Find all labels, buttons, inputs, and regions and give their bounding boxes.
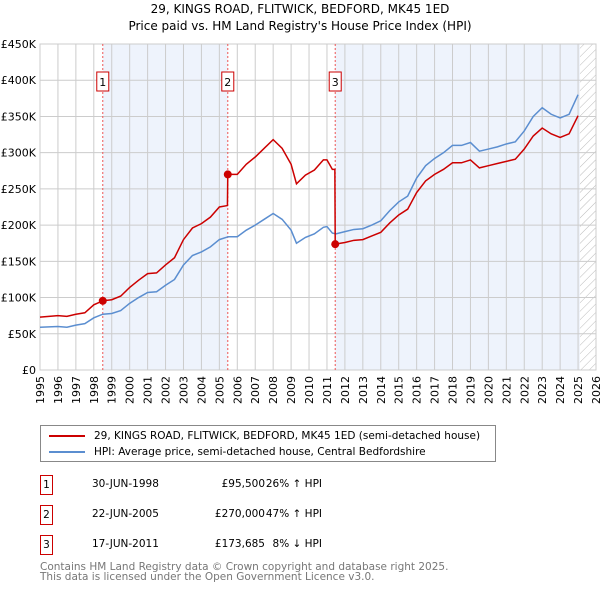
y-tick-label: £250K <box>1 183 37 196</box>
sale-marker-label: 1 <box>99 76 106 89</box>
legend-item-hpi: HPI: Average price, semi-detached house,… <box>49 445 426 459</box>
y-tick-label: £0 <box>22 364 36 377</box>
legend-label: 29, KINGS ROAD, FLITWICK, BEDFORD, MK45 … <box>94 430 481 442</box>
x-tick-label: 1995 <box>34 376 47 404</box>
x-tick-label: 2004 <box>195 376 208 404</box>
x-tick-label: 2023 <box>536 376 549 404</box>
sale-point <box>223 170 232 179</box>
price-chart: 1995 1996 1997 1998 1999 2000 2001 2002 2003 2004… <box>1 38 600 404</box>
sale-point <box>98 296 107 305</box>
x-tick-label: 2016 <box>411 376 424 404</box>
x-tick-label: 1998 <box>88 376 101 404</box>
x-tick-label: 2013 <box>357 376 370 404</box>
sale-hpi-diff: 8% ↓ HPI <box>272 538 322 550</box>
x-tick-label: 2011 <box>321 376 334 404</box>
sale-hpi-diff: 47% ↑ HPI <box>265 508 322 520</box>
sale-number-box: 3 <box>40 535 53 555</box>
sale-marker-label: 2 <box>224 76 231 89</box>
legend-item-property: 29, KINGS ROAD, FLITWICK, BEDFORD, MK45 … <box>49 429 480 443</box>
y-tick-label: £450K <box>1 38 37 51</box>
x-tick-label: 2014 <box>375 376 388 404</box>
x-tick-label: 2000 <box>124 376 137 404</box>
y-tick-label: £350K <box>1 110 37 123</box>
x-tick-label: 2024 <box>554 376 567 404</box>
x-tick-label: 2006 <box>231 376 244 404</box>
footer-line-1: Contains HM Land Registry data © Crown c… <box>40 561 449 573</box>
x-tick-label: 2020 <box>482 376 495 404</box>
forecast-hatch <box>579 44 596 370</box>
x-tick-label: 1997 <box>70 376 83 404</box>
x-tick-label: 2002 <box>160 376 173 404</box>
x-tick-label: 2008 <box>267 376 280 404</box>
y-tick-label: £300K <box>1 147 37 160</box>
x-tick-label: 2007 <box>249 376 262 404</box>
series-line <box>39 115 579 318</box>
x-tick-label: 2017 <box>429 376 442 404</box>
x-tick-label: 1996 <box>52 376 65 404</box>
x-tick-label: 2010 <box>303 376 316 404</box>
x-tick-label: 2001 <box>142 376 155 404</box>
x-tick-label: 2022 <box>518 376 531 404</box>
sale-price: £173,685 <box>214 538 265 550</box>
plot-frame <box>39 43 597 371</box>
sale-marker-label: 3 <box>332 76 339 89</box>
x-tick-label: 2026 <box>590 376 600 404</box>
x-tick-label: 2021 <box>500 376 513 404</box>
y-tick-label: £200K <box>1 219 37 232</box>
sale-date: 17-JUN-2011 <box>92 538 159 550</box>
footer-line-2: This data is licensed under the Open Gov… <box>40 571 375 583</box>
sale-marker-box <box>328 71 342 92</box>
y-tick-label: £150K <box>1 255 37 268</box>
sale-date: 22-JUN-2005 <box>92 508 159 520</box>
x-tick-label: 2015 <box>393 376 406 404</box>
x-tick-label: 2005 <box>213 376 226 404</box>
chart-title: 29, KINGS ROAD, FLITWICK, BEDFORD, MK45 … <box>150 2 450 16</box>
sale-date: 30-JUN-1998 <box>92 478 159 490</box>
sale-number-box: 1 <box>40 475 53 495</box>
x-tick-label: 1999 <box>106 376 119 404</box>
x-tick-label: 2012 <box>339 376 352 404</box>
legend-swatch-red <box>49 435 85 437</box>
y-tick-label: £100K <box>1 292 37 305</box>
y-tick-label: £400K <box>1 74 37 87</box>
x-tick-label: 2019 <box>464 376 477 404</box>
shaded-period <box>335 44 580 370</box>
legend-label: HPI: Average price, semi-detached house,… <box>94 446 426 458</box>
sale-price: £95,500 <box>221 478 265 490</box>
sale-hpi-diff: 26% ↑ HPI <box>265 478 322 490</box>
sale-marker-box <box>221 71 235 92</box>
chart-subtitle: Price paid vs. HM Land Registry's House … <box>128 19 472 33</box>
x-tick-label: 2003 <box>177 376 190 404</box>
legend: 29, KINGS ROAD, FLITWICK, BEDFORD, MK45 … <box>40 425 496 462</box>
sale-price: £270,000 <box>214 508 265 520</box>
sale-number-box: 2 <box>40 505 53 525</box>
sale-marker-box <box>96 71 110 92</box>
x-tick-label: 2018 <box>447 376 460 404</box>
series-line <box>39 94 579 329</box>
legend-swatch-blue <box>49 451 85 453</box>
x-tick-label: 2025 <box>572 376 585 404</box>
sale-point <box>331 240 340 249</box>
y-tick-label: £50K <box>8 328 37 341</box>
x-tick-label: 2009 <box>285 376 298 404</box>
